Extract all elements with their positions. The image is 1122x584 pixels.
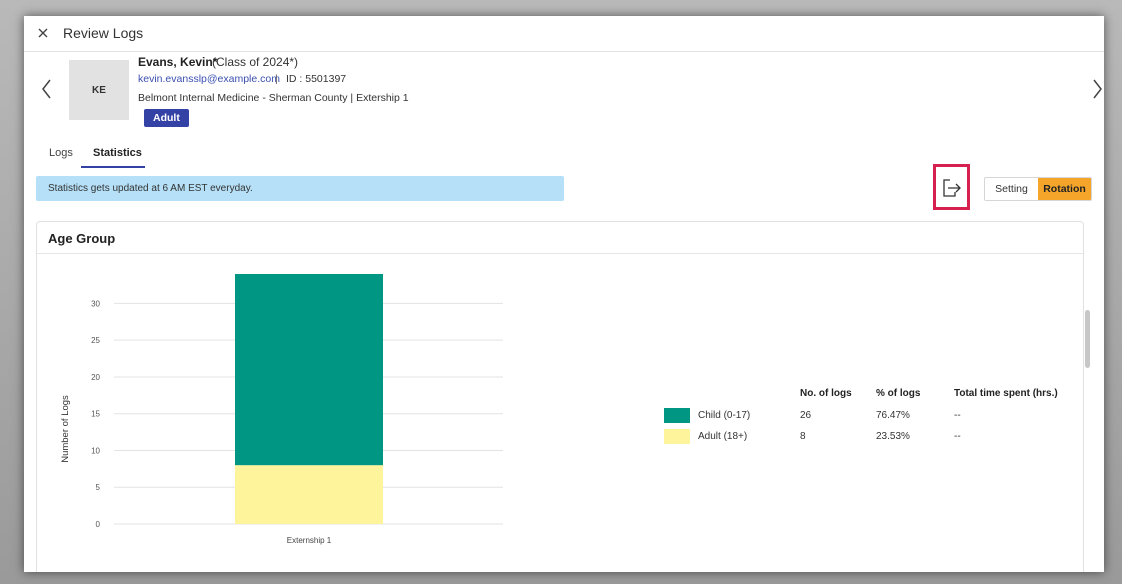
avatar: KE (69, 60, 129, 120)
toggle-rotation[interactable]: Rotation (1038, 178, 1091, 200)
y-tick-label: 30 (91, 299, 100, 308)
view-toggle: Setting Rotation (984, 177, 1092, 201)
y-tick-label: 20 (91, 373, 100, 382)
next-student-icon[interactable] (1090, 78, 1104, 100)
column-header-time: Total time spent (hrs.) (954, 388, 1058, 399)
row-percent-adult: 23.53% (876, 431, 910, 442)
row-count-adult: 8 (800, 431, 806, 442)
toggle-setting[interactable]: Setting (995, 183, 1028, 195)
y-tick-label: 25 (91, 336, 100, 345)
legend-swatch-child (664, 408, 690, 423)
review-logs-dialog: Review Logs KE Evans, Kevin* (Class of 2… (24, 16, 1104, 572)
row-time-adult: -- (954, 431, 961, 442)
previous-student-icon[interactable] (40, 78, 54, 100)
column-header-percent: % of logs (876, 388, 921, 399)
row-percent-child: 76.47% (876, 410, 910, 421)
student-name: Evans, Kevin* (138, 55, 218, 69)
y-tick-label: 0 (96, 520, 101, 529)
student-site: Belmont Internal Medicine - Sherman Coun… (138, 92, 409, 104)
tab-logs[interactable]: Logs (49, 147, 73, 159)
column-header-count: No. of logs (800, 388, 852, 399)
legend-swatch-adult (664, 429, 690, 444)
age-group-card: Age Group 0 5 10 15 20 25 30 Number of Logs Exte… (36, 221, 1084, 572)
x-tick-label: Externship 1 (287, 536, 332, 545)
population-badge: Adult (144, 109, 189, 127)
dialog-title: Review Logs (63, 25, 144, 41)
student-id: ID : 5501397 (286, 73, 347, 85)
export-highlight (933, 164, 970, 210)
export-icon[interactable] (938, 176, 964, 200)
bar-adult-18 (235, 465, 383, 524)
close-icon[interactable] (34, 24, 52, 42)
row-count-child: 26 (800, 410, 812, 421)
card-header: Age Group (37, 222, 1083, 254)
bar-child-0-17 (235, 274, 383, 466)
scrollbar-thumb[interactable] (1085, 310, 1090, 368)
y-axis-label: Number of Logs (60, 395, 71, 463)
row-label-adult: Adult (18+) (698, 431, 748, 442)
separator: | (275, 73, 278, 85)
age-group-chart: 0 5 10 15 20 25 30 Number of Logs Externship 1 (60, 274, 503, 545)
row-time-child: -- (954, 410, 961, 421)
tab-statistics[interactable]: Statistics (93, 147, 142, 159)
card-title: Age Group (48, 231, 116, 246)
row-label-child: Child (0-17) (698, 410, 751, 421)
dialog-header: Review Logs (24, 16, 1104, 52)
y-tick-label: 5 (96, 483, 101, 492)
student-email-link[interactable]: kevin.evansslp@example.com (138, 73, 280, 85)
student-class: (Class of 2024*) (212, 55, 299, 69)
y-tick-label: 15 (91, 410, 100, 419)
y-tick-label: 10 (91, 446, 100, 455)
info-banner: Statistics gets updated at 6 AM EST ever… (36, 176, 564, 201)
active-tab-indicator (81, 166, 145, 168)
